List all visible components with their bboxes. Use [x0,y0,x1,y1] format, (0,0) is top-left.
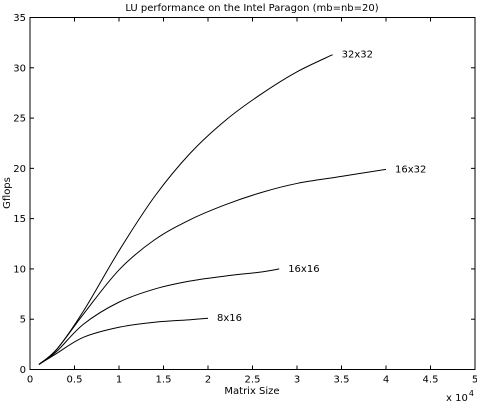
series-label-32x32: 32x32 [342,50,373,61]
series-lines [38,54,387,365]
series-line-16x32 [38,168,387,365]
x-tick-label: 1.5 [156,375,172,386]
y-tick-label: 30 [13,63,26,74]
x-tick-label: 0.5 [67,375,83,386]
y-axis-label: Gflops [2,177,13,209]
x-tick-label: 2 [205,375,211,386]
x-tick-label: 1 [116,375,122,386]
series-line-16x16 [38,268,280,365]
series-label-16x16: 16x16 [288,264,319,275]
y-tick-label: 20 [13,164,26,175]
plot-area-frame [29,17,476,370]
series-line-8x16 [38,317,209,365]
x-tick-label: 3.5 [334,375,350,386]
x-tick-label: 3 [294,375,300,386]
x-multiplier: x 104 [446,389,474,403]
x-tick-label: 4 [383,375,389,386]
series-labels: 32x32 16x32 16x16 8x16 [217,50,426,324]
y-tick-label: 0 [20,365,26,376]
y-tick-label: 5 [20,315,26,326]
x-tick-label: 4.5 [423,375,439,386]
x-tick-label: 2.5 [245,375,261,386]
series-line-32x32 [38,54,333,365]
y-tick-label: 25 [13,114,26,125]
series-label-8x16: 8x16 [217,313,242,324]
x-tick-label: 0 [27,375,33,386]
y-tick-label: 10 [13,264,26,275]
x-tick-label: 5 [472,375,477,386]
x-axis-ticks: 0 0.5 1 1.5 2 2.5 3 3.5 4 4.5 5 [27,17,477,386]
y-tick-label: 15 [13,214,26,225]
x-multiplier-exponent: 4 [469,389,474,398]
chart-title: LU performance on the Intel Paragon (mb=… [125,3,378,14]
y-tick-label: 35 [13,13,26,24]
y-axis-ticks: 0 5 10 15 20 25 30 35 [13,13,475,376]
x-multiplier-base: x 10 [446,393,468,403]
series-label-16x32: 16x32 [395,164,426,175]
x-axis-label: Matrix Size [224,386,279,397]
